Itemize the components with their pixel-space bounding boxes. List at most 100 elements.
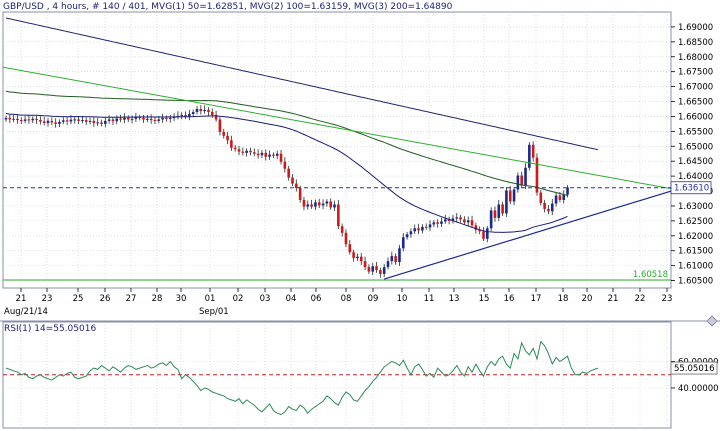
candle-body — [440, 221, 443, 224]
candle-body — [558, 195, 562, 200]
x-tick-label: 15 — [479, 294, 490, 304]
candle-body — [195, 108, 199, 112]
candle-body — [466, 220, 470, 223]
current-price-tag — [670, 181, 712, 195]
support-label: 1.60518 — [633, 270, 668, 280]
x-tick-label: 25 — [73, 294, 84, 304]
candle-body — [23, 119, 27, 121]
candle-body — [528, 144, 531, 168]
candle-body — [245, 150, 248, 153]
y-tick-label: 1.61500 — [678, 247, 713, 257]
candle-body — [497, 204, 501, 218]
time-axis: 21 23 25 26 27 28 30 01 02 03 04 06 08 09 10 11 13 15 16 17… — [4, 288, 672, 317]
rsi-grid — [3, 322, 671, 428]
chart-header-bg — [0, 0, 720, 11]
expand-icon[interactable] — [706, 315, 718, 327]
candle-body — [88, 120, 92, 122]
y-tick-label: 1.66500 — [678, 98, 713, 108]
x-tick-label: 21 — [608, 294, 619, 304]
mvg200-line — [5, 17, 599, 151]
candle-body — [188, 114, 191, 117]
candle-body — [298, 188, 302, 200]
candle-body — [344, 232, 348, 245]
candle-body — [184, 114, 187, 117]
candle-body — [512, 189, 516, 202]
candle-body — [138, 117, 141, 119]
candle-body — [180, 114, 184, 116]
x-tick-label: 21 — [16, 294, 27, 304]
candle-body — [16, 118, 19, 121]
candle-body — [146, 118, 149, 120]
x-tick-label: 10 — [397, 294, 408, 304]
candle-body — [50, 120, 54, 123]
candle-body — [352, 252, 355, 259]
candle-body — [482, 231, 485, 239]
expand-icon-shape[interactable] — [706, 315, 718, 327]
candle-body — [325, 201, 329, 204]
candle-body — [386, 261, 390, 268]
candle-body — [444, 219, 447, 222]
candle-body — [486, 228, 489, 239]
candle-body — [478, 229, 481, 232]
x-tick-label: 27 — [126, 294, 137, 304]
candle-body — [73, 119, 77, 121]
candle-body — [493, 210, 497, 218]
candle-body — [8, 117, 12, 120]
candle-body — [321, 203, 325, 206]
mvg50-line — [5, 112, 568, 233]
candle-body — [390, 256, 394, 262]
candle-body — [253, 152, 256, 154]
candle-body — [428, 224, 432, 228]
candle-body — [447, 219, 451, 221]
candle-body — [39, 120, 42, 122]
candle-body — [42, 121, 46, 123]
candle-body — [218, 119, 222, 132]
candle-body — [539, 192, 543, 203]
candle-body — [65, 120, 69, 122]
candle-body — [210, 111, 214, 115]
x-tick-label: 26 — [100, 294, 111, 304]
y-tick-label: 1.65500 — [678, 127, 713, 137]
candle-body — [566, 187, 569, 195]
candle-body — [337, 204, 340, 227]
candle-body — [547, 208, 550, 212]
candle-body — [535, 157, 539, 193]
candle-body — [96, 122, 99, 124]
candle-body — [451, 218, 455, 221]
rsi-line — [5, 340, 599, 416]
x-tick-label: 04 — [286, 294, 297, 304]
candle-body — [12, 118, 15, 120]
candle-body — [142, 117, 145, 120]
rsi-marks — [3, 340, 671, 416]
current-price-label: 1.63610 — [674, 184, 709, 194]
candle-body — [306, 204, 310, 207]
x-tick-label: 09 — [368, 294, 379, 304]
candle-body — [554, 195, 558, 204]
x-tick-label: 18 — [558, 294, 569, 304]
candle-body — [241, 151, 245, 153]
x-tick-label: 01 — [205, 294, 216, 304]
y-tick-label: 1.67500 — [678, 68, 713, 78]
candle-body — [436, 222, 439, 224]
candle-body — [314, 202, 317, 207]
mvg100-line — [5, 90, 568, 196]
candle-body — [371, 266, 375, 272]
candle-body — [81, 120, 84, 122]
price-axis: 1.69000 1.68500 1.68000 1.67500 1.67000 1.665… — [633, 23, 713, 287]
candle-body — [562, 194, 566, 200]
y-tick-label: 1.61000 — [678, 262, 713, 272]
candle-body — [92, 120, 96, 123]
x-tick-label: 30 — [176, 294, 187, 304]
candle-body — [249, 150, 252, 153]
candle-body — [382, 267, 386, 274]
x-tick-label: 02 — [233, 294, 244, 304]
candle-body — [27, 119, 31, 121]
x-tick-label: 11 — [424, 294, 435, 304]
candle-body — [359, 256, 363, 262]
candle-body — [463, 219, 466, 223]
x-tick-label: 17 — [531, 294, 542, 304]
candle-body — [329, 201, 332, 208]
x-tick-label: 08 — [341, 294, 352, 304]
